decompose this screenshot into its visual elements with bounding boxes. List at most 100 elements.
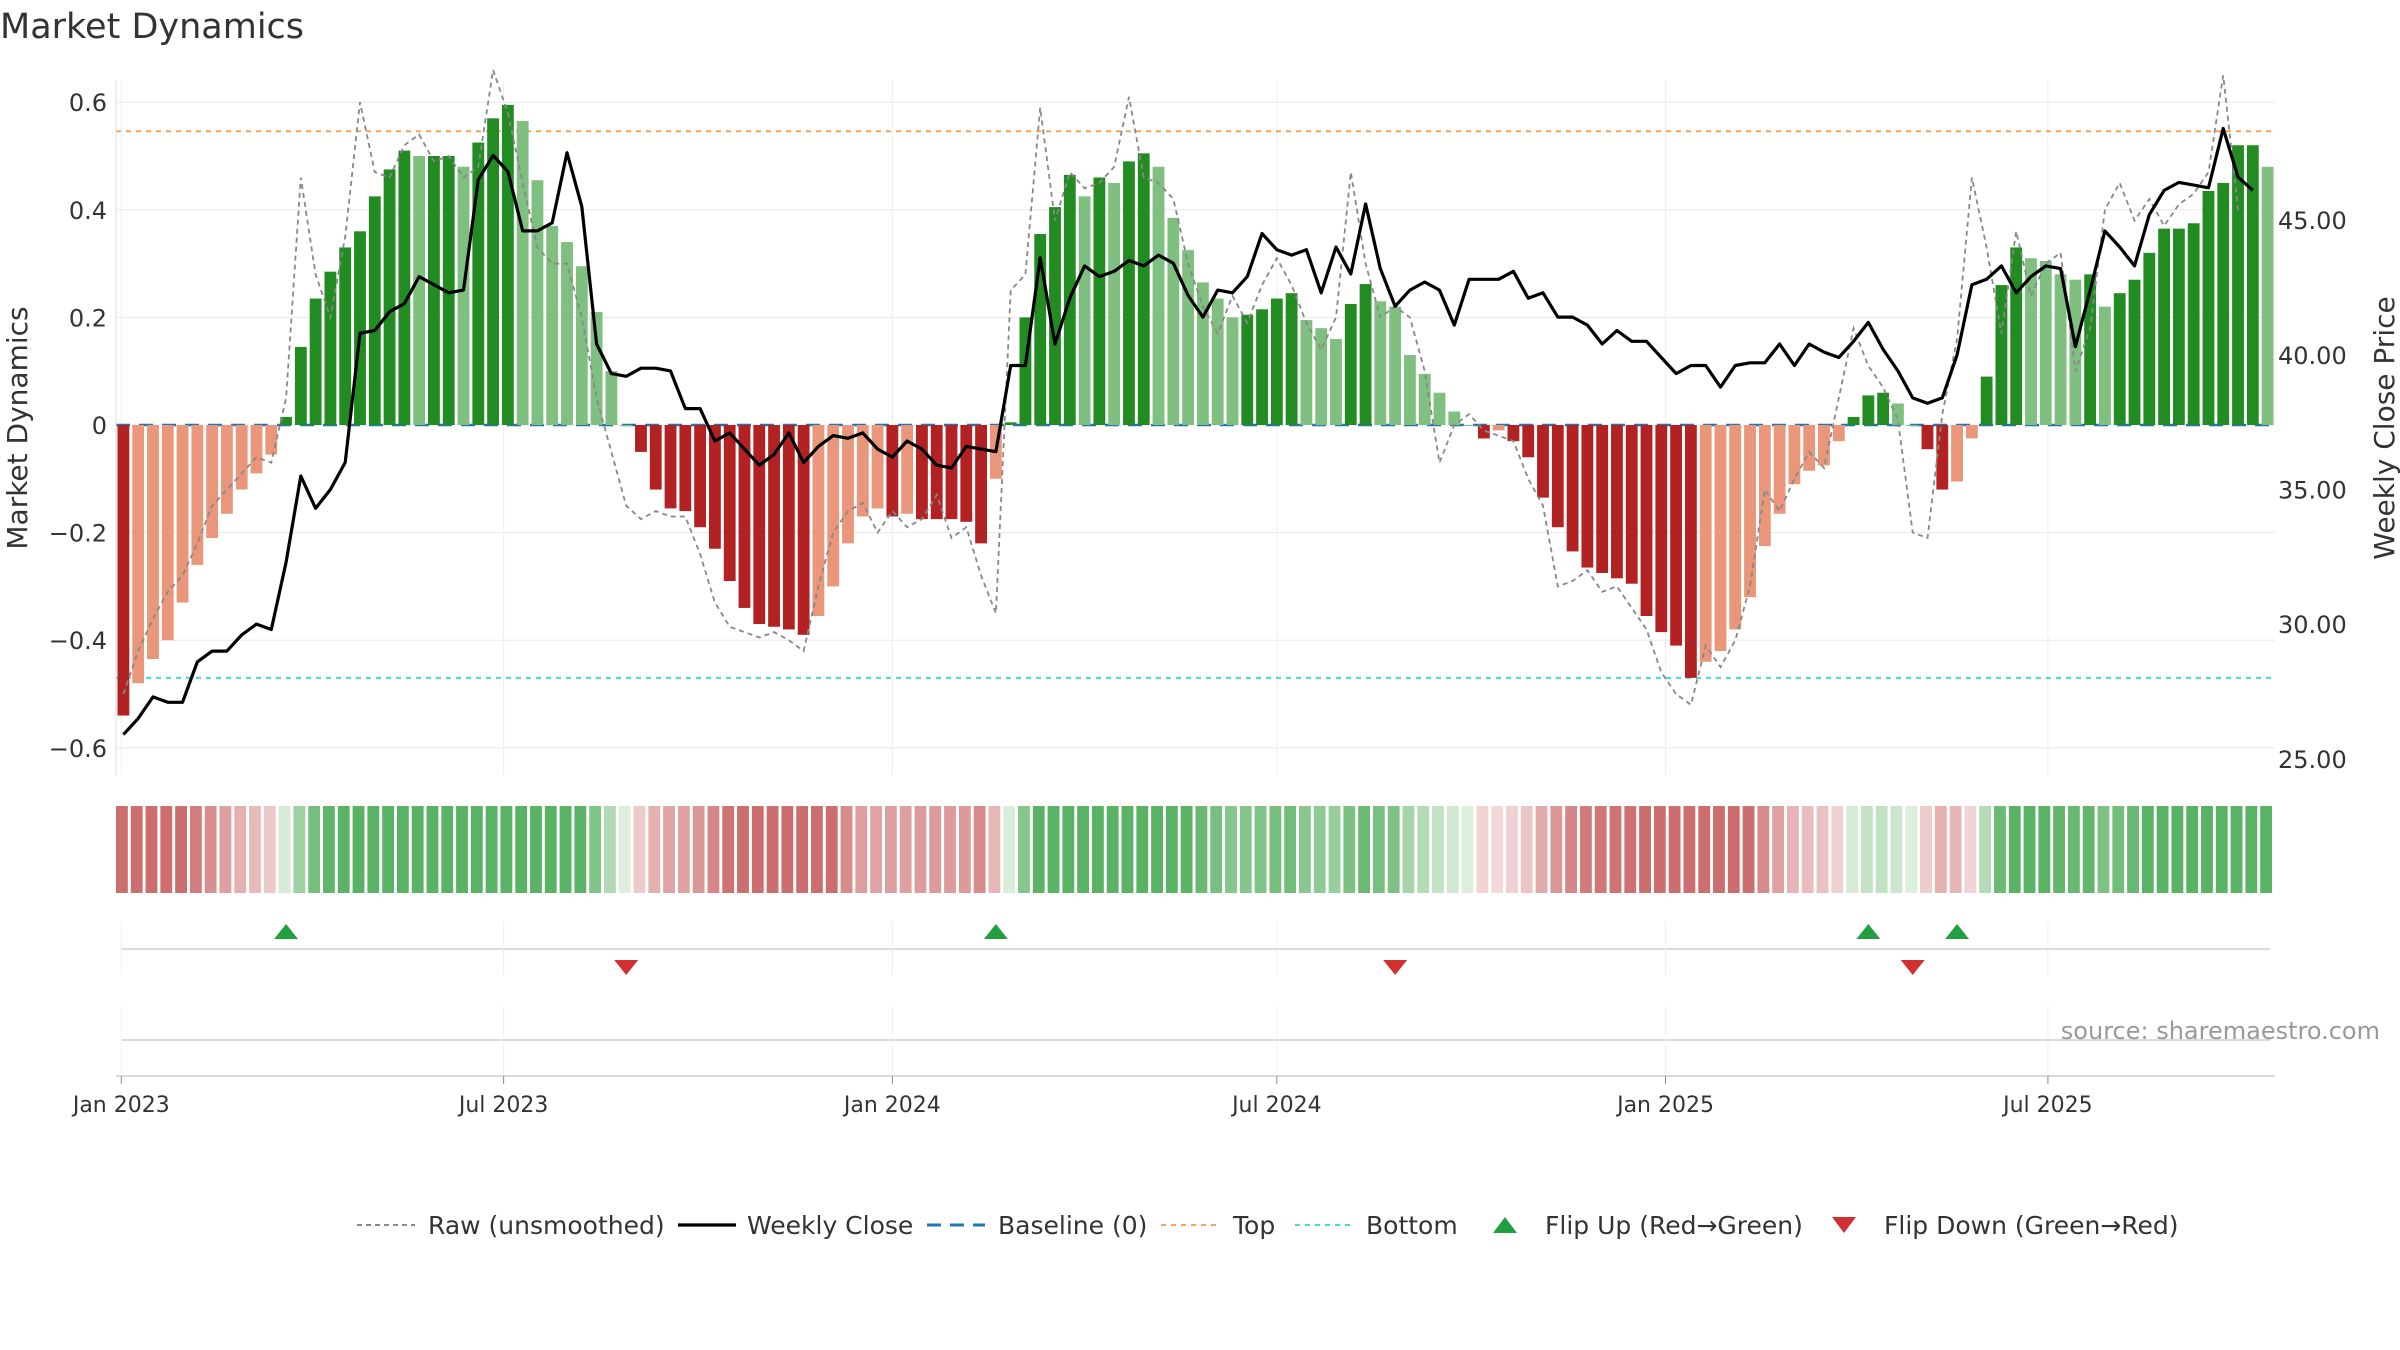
- heat-cell: [189, 806, 202, 893]
- raw-series: [122, 69, 2239, 707]
- right-tick-label: 30.00: [2278, 611, 2347, 639]
- heat-cell: [2038, 806, 2051, 893]
- dynamics-bar: [738, 425, 751, 608]
- dynamics-bar: [2187, 223, 2200, 425]
- heat-cell: [884, 806, 897, 893]
- dynamics-bar: [1448, 411, 1461, 425]
- dynamics-bar: [1374, 301, 1387, 425]
- left-tick-label: −0.6: [49, 735, 107, 763]
- heat-cell: [1816, 806, 1829, 893]
- heat-cell: [722, 806, 735, 893]
- right-tick-label: 40.00: [2278, 342, 2347, 370]
- dynamics-bar: [782, 425, 795, 630]
- dynamics-bar: [2099, 306, 2111, 425]
- dynamics-bar: [886, 425, 899, 517]
- dynamics-bar: [2128, 279, 2141, 425]
- heat-cell: [811, 806, 823, 893]
- regime-heat-strip: [116, 806, 2273, 893]
- dynamics-bars: [117, 104, 2274, 716]
- heat-cell: [1506, 806, 1518, 893]
- dynamics-bar: [1684, 425, 1697, 678]
- dynamics-bar: [487, 118, 500, 425]
- dynamics-bar: [768, 425, 780, 627]
- dynamics-bar: [354, 231, 366, 425]
- heat-cell: [1328, 806, 1341, 893]
- dynamics-bar: [1359, 284, 1372, 425]
- dynamics-bar: [501, 104, 514, 425]
- heat-cell: [1994, 806, 2006, 893]
- dynamics-bar: [1167, 217, 1180, 425]
- dynamics-bar: [649, 425, 662, 490]
- heat-cell: [382, 806, 395, 893]
- heat-cell: [589, 806, 602, 893]
- heat-cell: [456, 806, 468, 893]
- dynamics-bar: [1744, 425, 1756, 598]
- left-y-axis: 0.6 0.4 0.2 0 −0.2 −0.4 −0.6: [49, 80, 117, 775]
- dynamics-bar: [2025, 258, 2037, 425]
- dynamics-bar: [368, 196, 381, 425]
- right-tick-label: 35.00: [2278, 476, 2347, 504]
- dynamics-bar: [1803, 425, 1816, 471]
- heat-cell: [751, 806, 764, 893]
- heat-cell: [278, 806, 291, 893]
- heat-cell: [1594, 806, 1607, 893]
- dynamics-bar: [1344, 303, 1357, 425]
- dynamics-bar: [1596, 425, 1609, 573]
- dynamics-bar: [176, 425, 189, 603]
- x-axis: Jan 2023 Jul 2023 Jan 2024 Jul 2024 Jan 2025…: [71, 1076, 2093, 1118]
- heat-cell: [1018, 806, 1030, 893]
- heat-cell: [1787, 806, 1799, 893]
- dynamics-bar: [2158, 228, 2171, 425]
- heat-cell: [1165, 806, 1178, 893]
- heat-cell: [1225, 806, 1237, 893]
- heat-cell: [663, 806, 675, 893]
- heat-cell: [1727, 806, 1740, 893]
- dynamics-bar: [1714, 425, 1727, 651]
- source-credit: source: sharemaestro.com: [2061, 1017, 2380, 1045]
- dynamics-bar: [679, 425, 692, 512]
- dynamics-bar: [294, 346, 307, 425]
- heat-cell: [944, 806, 956, 893]
- heat-cell: [1668, 806, 1681, 893]
- legend-label: Flip Down (Green→Red): [1884, 1211, 2179, 1240]
- left-axis-label: Market Dynamics: [1, 306, 34, 549]
- heat-cell: [1860, 806, 1873, 893]
- heat-cell: [1284, 806, 1297, 893]
- dynamics-bar: [856, 425, 869, 517]
- heat-cell: [988, 806, 1001, 893]
- heat-cell: [2230, 806, 2243, 893]
- heat-cell: [500, 806, 513, 893]
- legend-label: Baseline (0): [998, 1211, 1147, 1240]
- dynamics-bar: [309, 298, 322, 425]
- heat-cell: [603, 806, 616, 893]
- dynamics-bar: [428, 156, 440, 425]
- left-tick-label: −0.4: [49, 627, 107, 655]
- dynamics-bar: [1463, 425, 1475, 426]
- heat-cell: [1949, 806, 1962, 893]
- dynamics-bar: [1226, 317, 1239, 425]
- heat-cell: [2260, 806, 2273, 893]
- dynamics-bar: [1078, 196, 1091, 425]
- dynamics-bar: [280, 416, 292, 425]
- heat-cell: [1550, 806, 1563, 893]
- flip-up-marker: [1945, 924, 1970, 939]
- flip-up-marker: [274, 924, 299, 939]
- heat-cell: [145, 806, 158, 893]
- dynamics-bar: [1729, 425, 1742, 630]
- heat-cell: [973, 806, 986, 893]
- dynamics-bar: [1921, 425, 1934, 450]
- heat-cell: [1772, 806, 1785, 893]
- dynamics-bar: [1123, 161, 1135, 425]
- dynamics-bar: [2143, 252, 2156, 425]
- date-axis-panel: [116, 1006, 2275, 1077]
- legend-label: Weekly Close: [747, 1211, 913, 1240]
- dynamics-bar: [1241, 314, 1254, 425]
- heat-cell: [1520, 806, 1533, 893]
- heat-cell: [1491, 806, 1504, 893]
- heat-cell: [559, 806, 572, 893]
- heat-cell: [2141, 806, 2154, 893]
- heat-cell: [574, 806, 587, 893]
- heat-cell: [2082, 806, 2095, 893]
- dynamics-bar: [1862, 395, 1875, 425]
